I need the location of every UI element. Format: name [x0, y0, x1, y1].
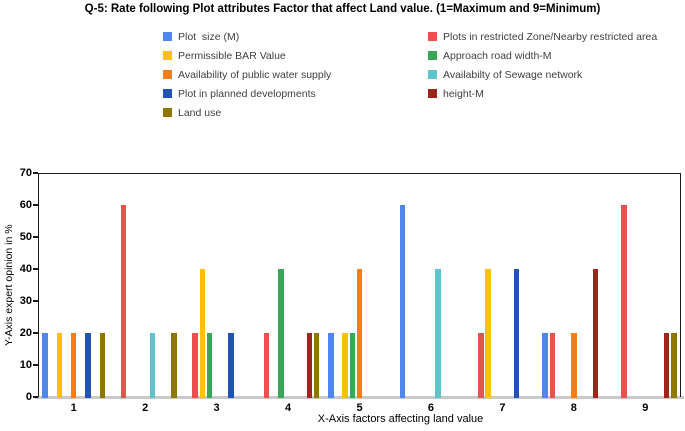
x-axis-title: X-Axis factors affecting land value: [317, 413, 484, 425]
bar: [278, 269, 284, 398]
bar: [149, 333, 156, 398]
x-tick-label: 1: [70, 402, 77, 414]
y-tick-mark: [33, 236, 38, 238]
bar: [342, 333, 348, 398]
legend-item: height-M: [428, 88, 657, 100]
bar: [571, 333, 577, 398]
bar: [549, 333, 556, 398]
legend-item: Plot in planned developments: [163, 88, 428, 100]
x-tick-label: 7: [499, 402, 506, 414]
y-tick-label: 10: [19, 359, 32, 371]
y-tick-label: 50: [19, 231, 32, 243]
y-tick-label: 60: [19, 199, 32, 211]
bar: [313, 333, 320, 398]
y-tick-label: 40: [19, 263, 32, 275]
x-tick-label: 8: [570, 402, 577, 414]
legend: Plot size (M) Plots in restricted Zone/Ne…: [163, 27, 657, 122]
legend-item: Plot size (M): [163, 31, 428, 43]
y-tick-mark: [33, 204, 38, 206]
bar: [192, 333, 198, 398]
legend-color-marker: [163, 70, 172, 79]
legend-item-label: Permissible BAR Value: [178, 49, 286, 62]
legend-color-marker: [428, 32, 437, 41]
y-tick-mark: [33, 268, 38, 270]
legend-item-label: Plot size (M): [178, 30, 240, 43]
bar: [621, 205, 627, 398]
y-tick-mark: [33, 332, 38, 334]
bar: [120, 205, 127, 398]
legend-item-label: Plot in planned developments: [178, 87, 316, 100]
bar: [592, 269, 599, 398]
legend-item: Availabilty of Sewage network: [428, 69, 657, 81]
legend-item: Permissible BAR Value: [163, 50, 428, 62]
bar: [206, 333, 213, 398]
x-tick-label: 2: [142, 402, 149, 414]
legend-item: Land use: [163, 107, 428, 119]
chart-title: Q-5: Rate following Plot attributes Fact…: [84, 3, 601, 15]
legend-color-marker: [163, 89, 172, 98]
bar: [306, 333, 313, 398]
legend-color-marker: [428, 89, 437, 98]
x-tick-label: 3: [213, 402, 220, 414]
bar: [85, 333, 91, 398]
y-tick-label: 30: [19, 295, 32, 307]
legend-item-label: Land use: [178, 106, 222, 119]
bar: [513, 269, 520, 398]
legend-color-marker: [428, 70, 437, 79]
y-tick-mark: [33, 172, 38, 174]
bar: [99, 333, 106, 398]
bar: [171, 333, 177, 398]
x-tick-label: 5: [356, 402, 363, 414]
legend-item-label: Plots in restricted Zone/Nearby restrict…: [443, 30, 658, 43]
legend-color-marker: [163, 32, 172, 41]
bar: [263, 333, 270, 398]
x-tick-label: 6: [427, 402, 434, 414]
y-tick-label: 20: [19, 327, 32, 339]
bar: [228, 333, 234, 398]
y-tick-mark: [33, 364, 38, 366]
legend-color-marker: [428, 51, 437, 60]
legend-item-label: height-M: [443, 87, 484, 100]
bar: [663, 333, 670, 398]
x-tick-label: 9: [642, 402, 649, 414]
bar: [42, 333, 48, 398]
bar: [485, 269, 491, 398]
legend-item-label: Approach road width-M: [443, 49, 552, 62]
y-tick-label: 70: [19, 167, 32, 179]
y-tick-label: 0: [25, 391, 32, 403]
bar: [328, 333, 334, 398]
plot-area-frame: [38, 173, 681, 397]
x-tick-label: 4: [284, 402, 292, 414]
bar: [349, 333, 356, 398]
bar: [356, 269, 363, 398]
bar: [70, 333, 77, 398]
bar: [199, 269, 206, 398]
legend-item-label: Availability of public water supply: [178, 68, 332, 81]
y-tick-mark: [33, 396, 38, 398]
legend-color-marker: [163, 51, 172, 60]
bar: [542, 333, 548, 398]
legend-color-marker: [163, 108, 172, 117]
bar: [478, 333, 484, 398]
bar: [671, 333, 677, 398]
legend-item: Approach road width-M: [428, 50, 657, 62]
bar: [435, 269, 441, 398]
y-tick-mark: [33, 300, 38, 302]
bar: [56, 333, 63, 398]
legend-item: Plots in restricted Zone/Nearby restrict…: [428, 31, 657, 43]
bar: [399, 205, 406, 398]
legend-item: Availability of public water supply: [163, 69, 428, 81]
y-axis-title: Y-Axis expert opinion in %: [3, 224, 15, 346]
legend-item-label: Availabilty of Sewage network: [443, 68, 583, 81]
